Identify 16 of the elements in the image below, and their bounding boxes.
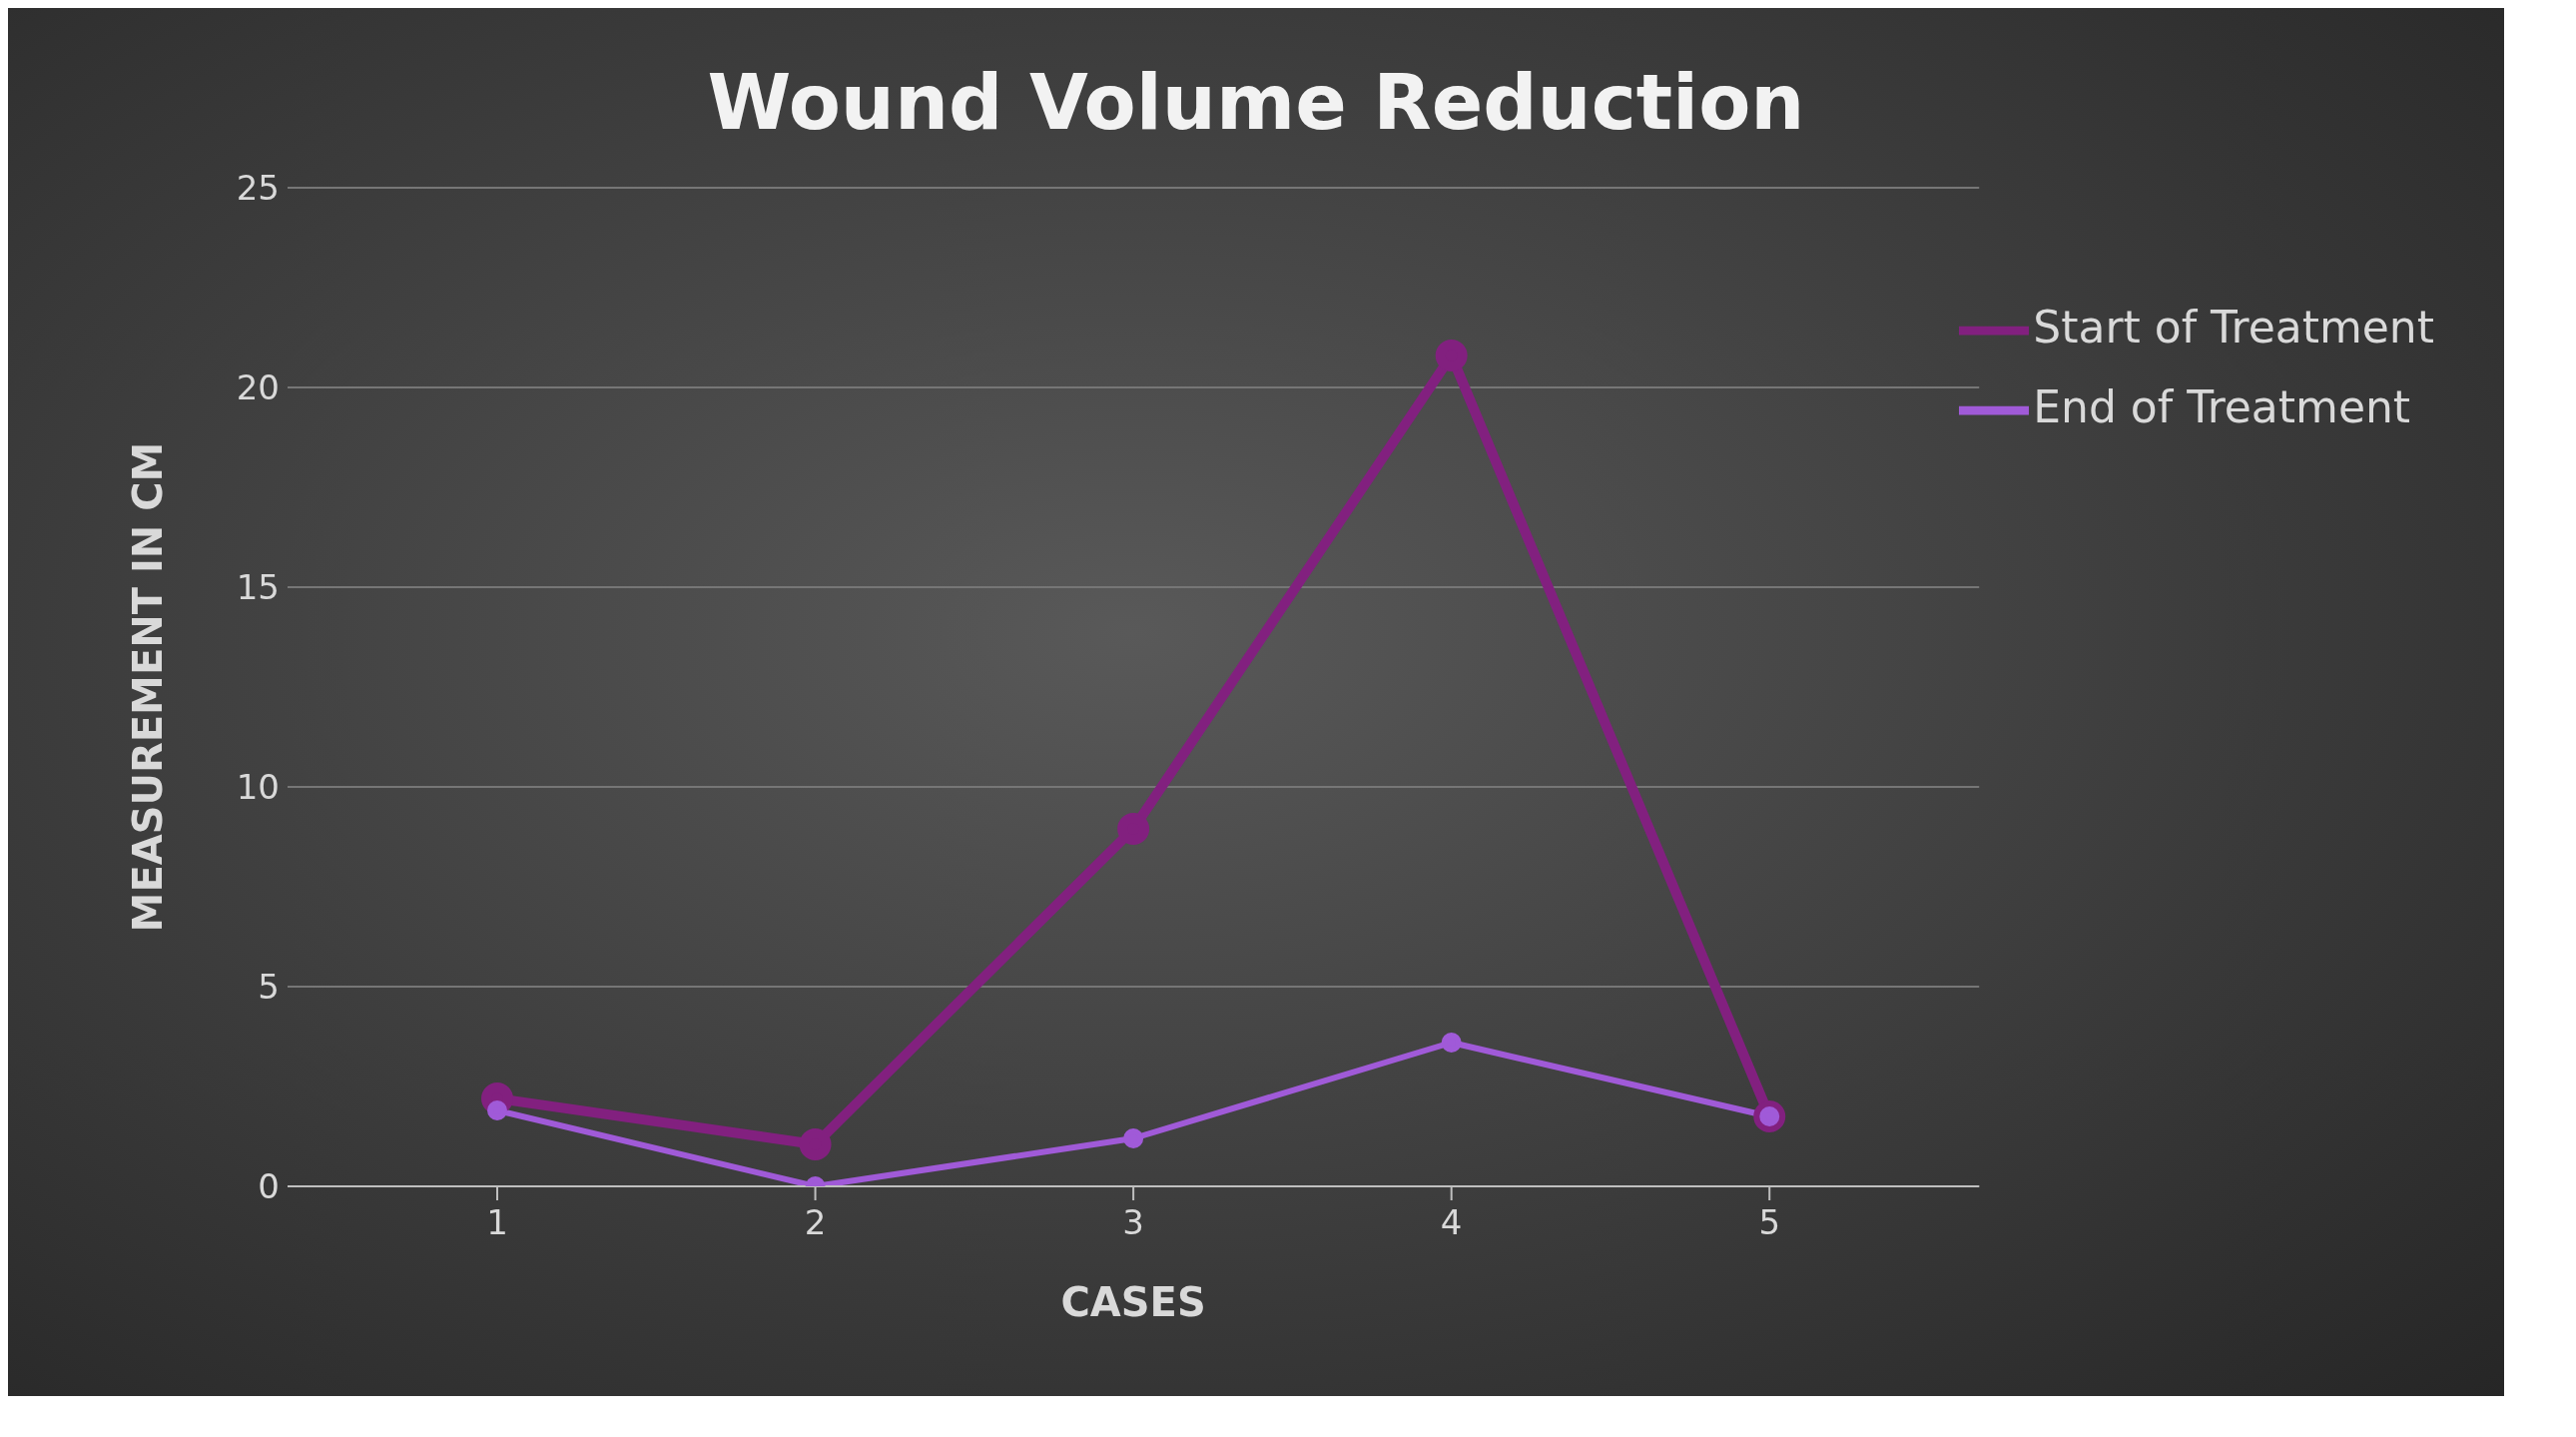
- x-tick-label: 2: [804, 1202, 827, 1243]
- x-tick-label: 3: [1122, 1202, 1144, 1243]
- y-tick-label: 5: [258, 967, 280, 1008]
- y-tick-label: 20: [236, 367, 280, 408]
- legend-label: Start of Treatment: [2033, 302, 2434, 353]
- x-tick-label: 5: [1758, 1202, 1781, 1243]
- y-tick-label: 10: [236, 767, 280, 808]
- chart-title: Wound Volume Reduction: [706, 58, 1806, 147]
- y-axis-title: MEASUREMENT IN CM: [125, 441, 172, 933]
- x-axis-title: CASES: [1060, 1279, 1206, 1325]
- x-tick-label: 4: [1440, 1202, 1463, 1243]
- y-tick-label: 25: [236, 168, 280, 209]
- y-tick-label: 0: [258, 1166, 280, 1207]
- x-tick-label: 1: [486, 1202, 508, 1243]
- legend-label: End of Treatment: [2033, 381, 2411, 432]
- y-tick-label: 15: [236, 567, 280, 608]
